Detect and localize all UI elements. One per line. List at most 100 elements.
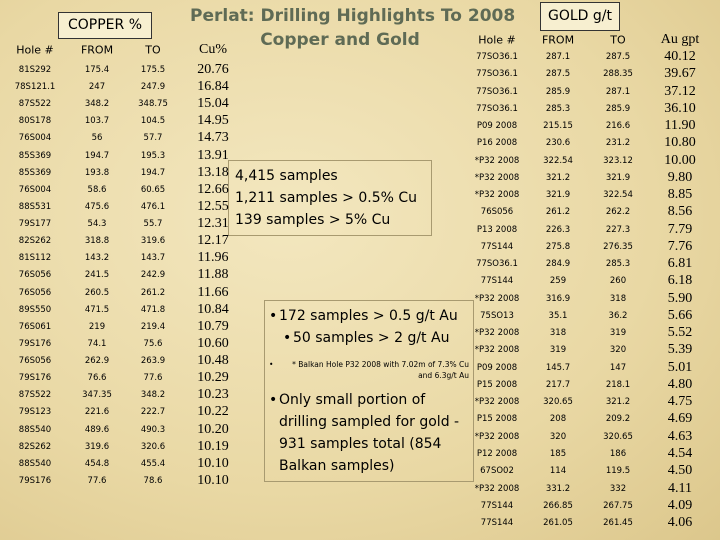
table-cell: 10.22 [197,404,229,420]
table-cell: 261.2 [545,207,571,218]
table-cell: 320.6 [140,441,166,452]
table-cell: 11.90 [664,118,696,134]
table-cell: 348.2 [140,390,166,401]
table-cell: 147 [609,362,627,373]
table-cell: 218.1 [605,379,631,390]
table-cell: P13 2008 [476,224,518,235]
table-cell: 103.7 [84,116,110,127]
table-cell: 285.9 [545,86,571,97]
table-cell: 247 [88,82,106,93]
table-cell: 471.5 [84,304,110,315]
table-cell: 242.9 [140,270,166,281]
table-cell: 247.9 [140,82,166,93]
table-cell: 10.84 [197,301,229,317]
table-cell: 4.63 [667,428,693,444]
table-cell: 88S531 [18,201,52,212]
table-cell: 10.29 [197,370,229,386]
table-cell: 318 [549,328,567,339]
table-cell: 194.7 [140,167,166,178]
table-cell: 241.5 [84,270,110,281]
table-cell: 75.6 [143,338,163,349]
table-cell: 5.66 [667,307,693,323]
table-cell: 490.3 [140,424,166,435]
table-cell: *P32 2008 [474,483,520,494]
table-cell: 74.1 [87,338,107,349]
table-cell: *P32 2008 [474,345,520,356]
table-cell: 11.96 [197,250,229,266]
table-cell: 10.10 [197,472,229,488]
note: 172 samples > 0.5 g/t Au [269,305,469,327]
table-cell: 77SO36.1 [476,259,518,270]
table-cell: 319.6 [84,441,110,452]
table-cell: 143.7 [140,253,166,264]
title-line: Copper and Gold [260,30,420,50]
table-cell: 262.2 [605,207,631,218]
table-cell: 5.39 [667,342,693,358]
table-cell: 7.79 [667,221,693,237]
table-cell: 77S144 [480,276,514,287]
table-cell: 6.18 [667,273,693,289]
table-cell: 78S121.1 [14,82,56,93]
table-cell: 85S369 [18,167,52,178]
table-cell: 12.55 [197,198,229,214]
table-cell: 195.3 [140,150,166,161]
column-header: Au gpt [660,32,700,47]
table-cell: 76S056 [480,207,514,218]
table-cell: P12 2008 [476,448,518,459]
table-cell: 76S056 [18,270,52,281]
table-cell: 230.6 [545,138,571,149]
table-cell: 14.73 [197,130,229,146]
table-cell: 12.31 [197,216,229,232]
table-cell: 318 [609,293,627,304]
table-cell: 4.50 [667,463,693,479]
table-cell: 77S144 [480,518,514,529]
table-cell: 332 [609,483,627,494]
table-cell: 489.6 [84,424,110,435]
table-cell: 175.5 [140,65,166,75]
table-cell: 80S178 [18,116,52,127]
table-cell: 288.35 [603,69,633,80]
table-cell: 194.7 [84,150,110,161]
column-header: Hole # [16,43,54,57]
table-cell: 193.8 [84,167,110,178]
table-cell: 60.65 [140,184,166,195]
table-cell: 217.7 [545,379,571,390]
table-cell: 11.88 [197,267,229,283]
table-cell: 10.48 [197,353,229,369]
table-cell: 104.5 [140,116,166,127]
table-cell: *P32 2008 [474,190,520,201]
table-cell: 77.6 [87,475,107,486]
table-cell: 11.66 [197,284,229,300]
gold-notes-box: 172 samples > 0.5 g/t Au 50 samples > 2 … [264,300,474,482]
table-cell: 55.7 [143,219,163,230]
table-cell: *P32 2008 [474,397,520,408]
table-cell: 10.19 [197,438,229,454]
table-cell: 285.9 [605,103,631,114]
table-cell: 4.75 [667,394,693,410]
table-cell: 185 [549,448,567,459]
column-header: TO [145,43,161,57]
table-cell: 78.6 [143,475,163,486]
column-header: Cu% [199,42,227,57]
table-cell: 4.09 [667,497,693,513]
table-cell: 36.2 [608,310,628,321]
table-cell: 77S144 [480,241,514,252]
table-cell: 12.17 [197,233,229,249]
table-cell: P16 2008 [476,138,518,149]
table-cell: 119.5 [605,466,631,477]
table-cell: 261.2 [140,287,166,298]
table-cell: P09 2008 [476,121,518,132]
table-cell: 145.7 [545,362,571,373]
table-cell: 56 [91,133,103,144]
table-cell: 77S144 [480,500,514,511]
table-cell: 318.8 [84,236,110,247]
summary-line: 139 samples > 5% Cu [235,212,391,228]
table-cell: 267.75 [603,500,633,511]
table-cell: 10.20 [197,421,229,437]
table-cell: 348.2 [84,99,110,110]
table-cell: 5.52 [667,325,693,341]
slide-title: Perlat: Drilling Highlights To 2008 Copp… [190,4,516,52]
title-line: Perlat: Drilling Highlights To 2008 [190,6,516,26]
table-cell: 287.1 [605,86,631,97]
column-header: Hole # [478,33,516,47]
